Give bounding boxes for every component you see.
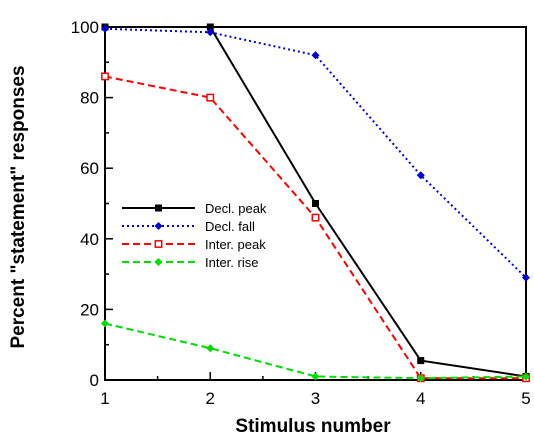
data-point: [101, 24, 109, 33]
x-tick-label: 3: [311, 389, 320, 408]
y-tick-label: 100: [71, 18, 99, 37]
legend-marker: [154, 240, 163, 248]
y-axis-title: Percent "statement" responses: [8, 65, 29, 348]
series-4: [101, 319, 530, 383]
series-line: [104, 322, 527, 380]
data-point: [417, 357, 425, 365]
legend-entry: Decl. fall: [122, 219, 255, 234]
y-tick-label: 20: [80, 300, 99, 319]
x-tick-label: 4: [416, 389, 425, 408]
legend-entry: Inter. rise: [122, 255, 258, 270]
data-point: [206, 93, 215, 102]
y-tick-label: 0: [90, 371, 99, 390]
legend-marker: [154, 222, 163, 230]
legend-label: Inter. rise: [205, 255, 258, 270]
series-3: [101, 72, 530, 383]
data-point: [311, 213, 320, 222]
x-axis-title: Stimulus number: [235, 416, 391, 437]
legend-label: Inter. peak: [205, 237, 266, 252]
y-tick-label: 80: [80, 89, 99, 108]
data-point: [416, 374, 425, 383]
legend-label: Decl. peak: [205, 201, 267, 216]
data-point: [206, 23, 214, 31]
legend: Decl. peak Decl. fall Inter. peak Inter. ri…: [122, 201, 267, 270]
data-point: [416, 171, 425, 180]
legend-entry: Decl. peak: [122, 201, 267, 216]
x-tick-label: 2: [206, 389, 215, 408]
x-tick-label: 1: [100, 389, 109, 408]
data-point: [206, 344, 215, 353]
legend-marker: [154, 258, 163, 266]
legend-marker: [155, 204, 162, 212]
series-1: [101, 23, 530, 380]
legend-entry: Inter. peak: [122, 237, 266, 252]
series-layer: [101, 23, 530, 383]
data-point: [522, 273, 530, 282]
data-point: [522, 372, 530, 381]
data-point: [311, 51, 320, 60]
series-2: [101, 24, 530, 282]
data-point: [312, 200, 319, 207]
data-point: [311, 372, 320, 381]
data-point: [206, 28, 215, 37]
data-point: [101, 319, 109, 328]
series-line: [104, 75, 526, 380]
y-tick-label: 40: [80, 230, 99, 249]
y-tick-label: 60: [80, 159, 99, 178]
series-line: [104, 27, 527, 279]
axis-ticks: 0 20 40 60 80 100 1 2 3 4 5: [71, 18, 531, 408]
data-point: [101, 72, 109, 81]
x-tick-label: 5: [521, 389, 530, 408]
legend-label: Decl. fall: [205, 219, 255, 234]
